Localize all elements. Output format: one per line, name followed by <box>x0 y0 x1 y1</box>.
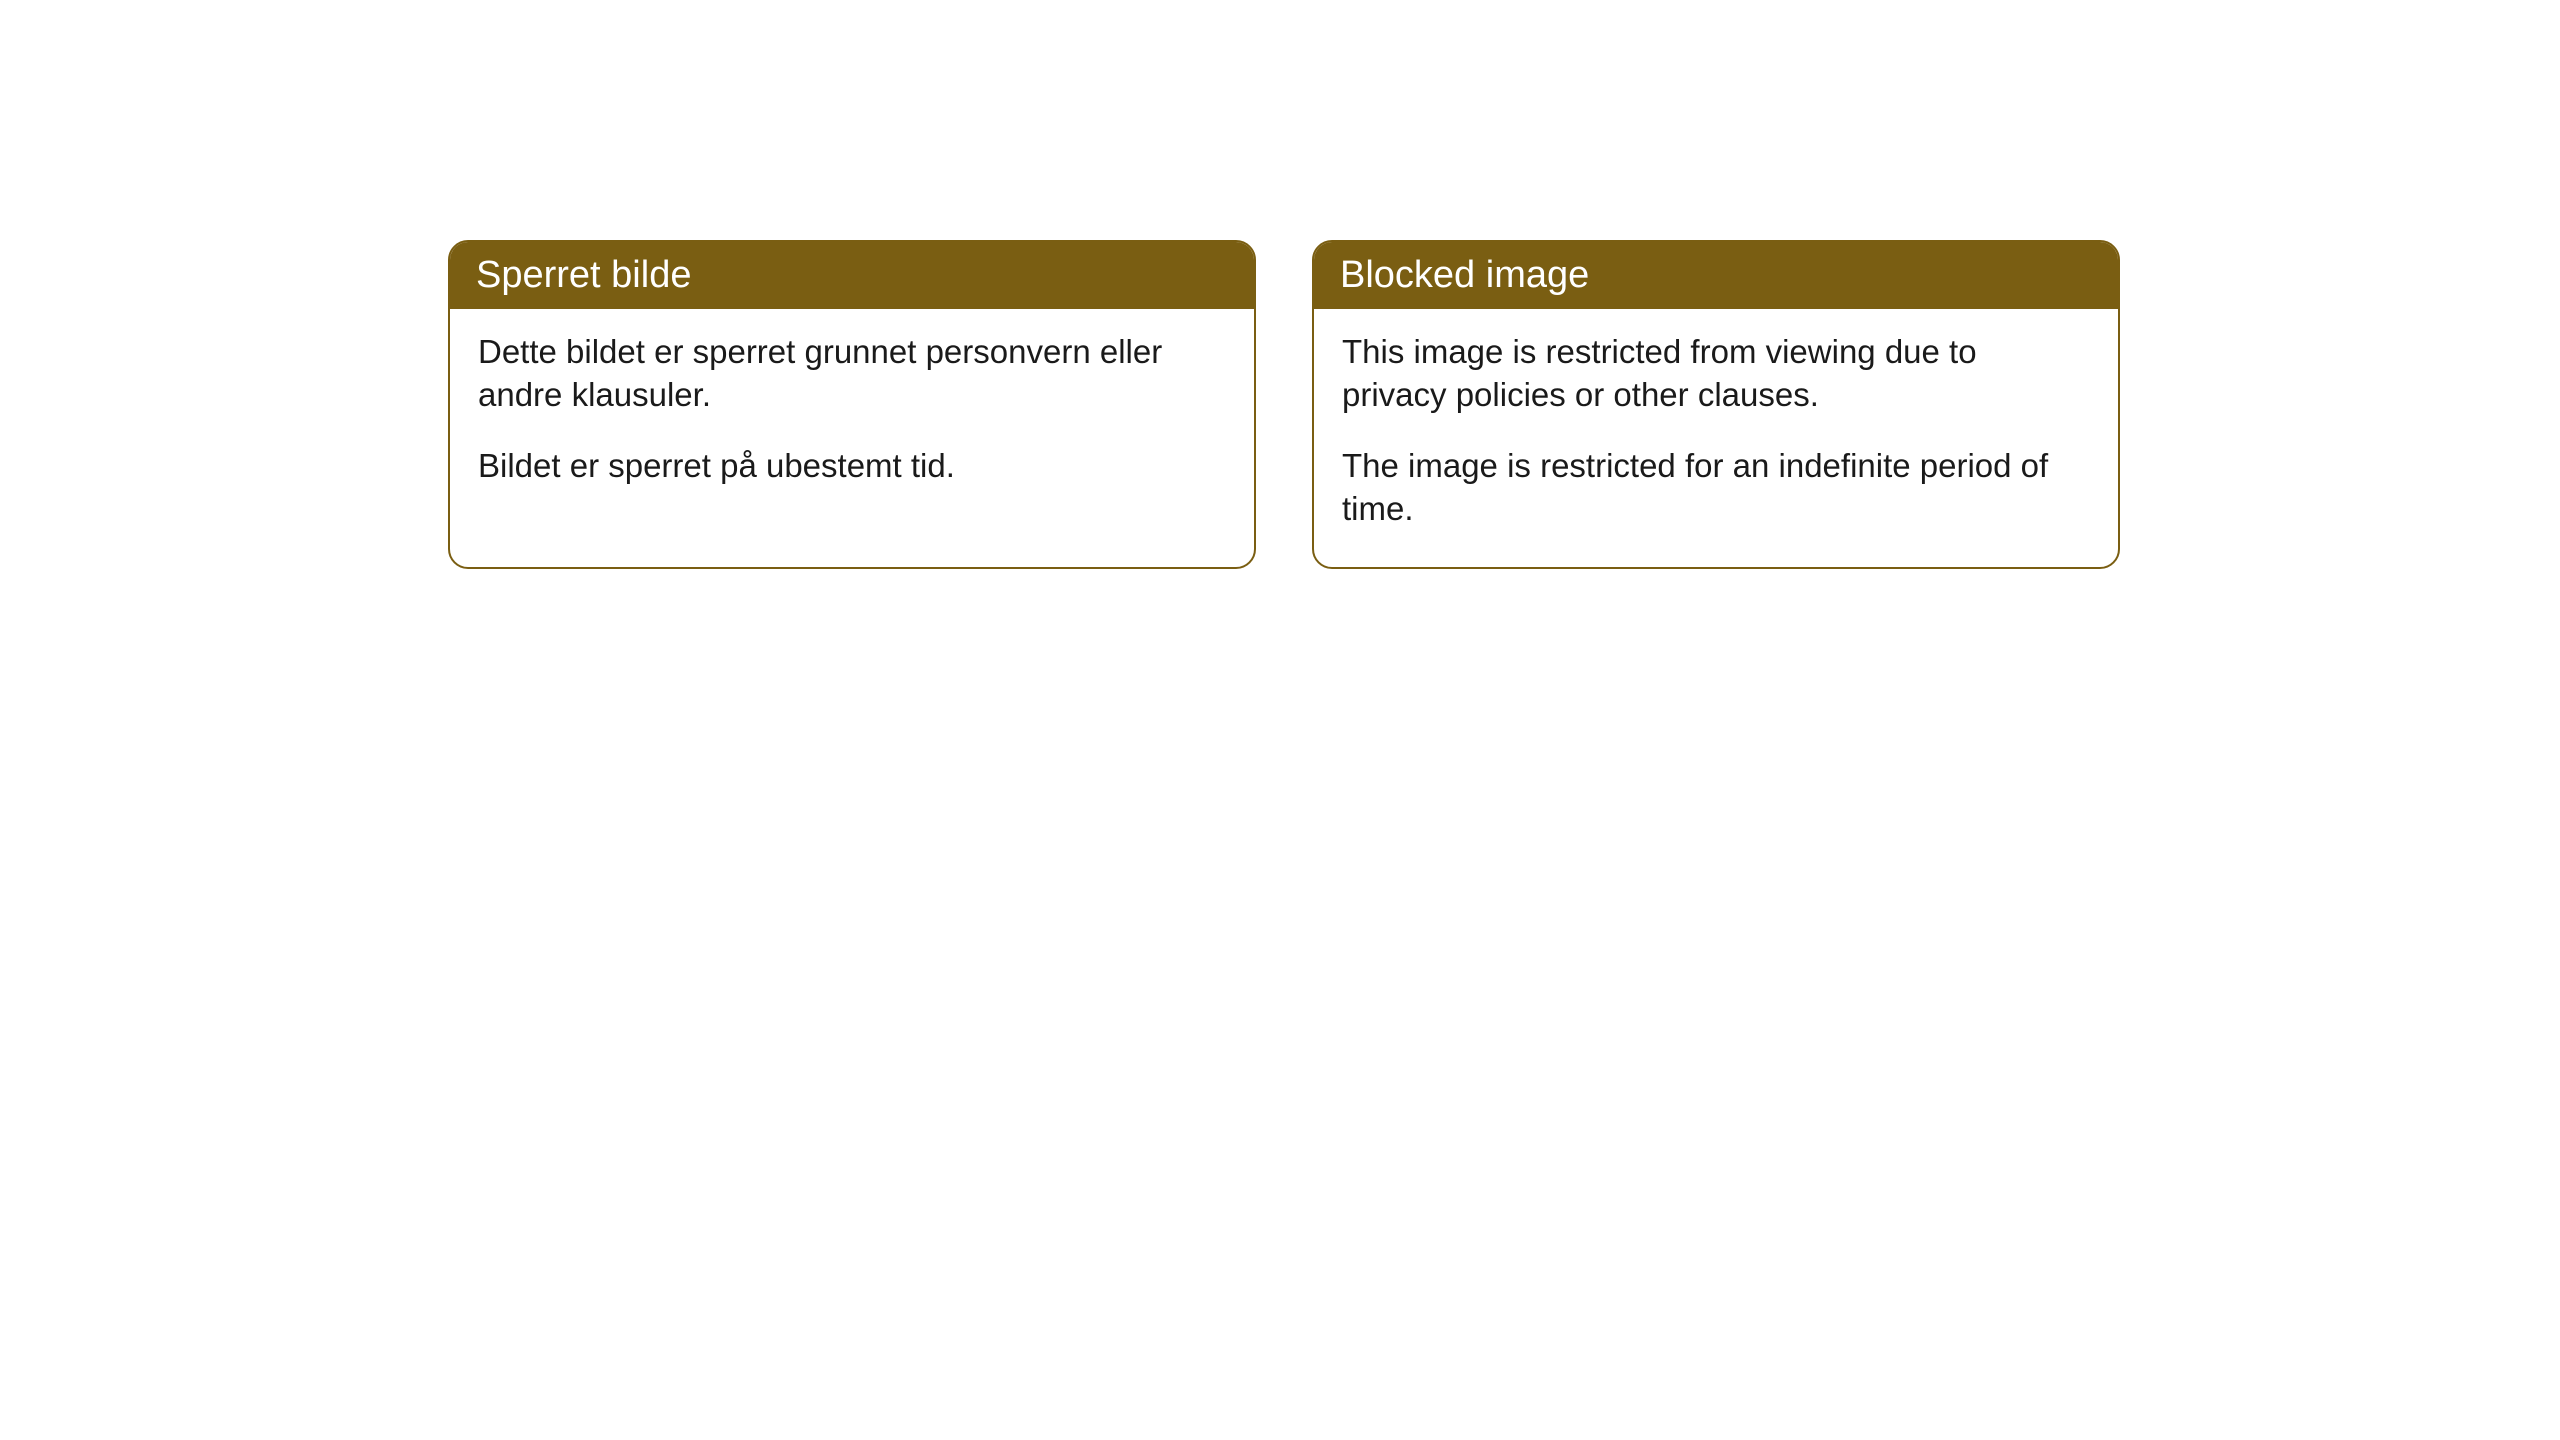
card-paragraph: Dette bildet er sperret grunnet personve… <box>478 331 1226 417</box>
card-title: Sperret bilde <box>476 254 691 296</box>
card-body-norwegian: Dette bildet er sperret grunnet personve… <box>450 309 1254 524</box>
card-paragraph: Bildet er sperret på ubestemt tid. <box>478 445 1226 488</box>
card-body-english: This image is restricted from viewing du… <box>1314 309 2118 567</box>
card-english: Blocked image This image is restricted f… <box>1312 240 2120 569</box>
card-header-english: Blocked image <box>1314 242 2118 309</box>
card-header-norwegian: Sperret bilde <box>450 242 1254 309</box>
card-paragraph: This image is restricted from viewing du… <box>1342 331 2090 417</box>
cards-container: Sperret bilde Dette bildet er sperret gr… <box>448 240 2560 569</box>
card-norwegian: Sperret bilde Dette bildet er sperret gr… <box>448 240 1256 569</box>
card-paragraph: The image is restricted for an indefinit… <box>1342 445 2090 531</box>
card-title: Blocked image <box>1340 254 1589 296</box>
